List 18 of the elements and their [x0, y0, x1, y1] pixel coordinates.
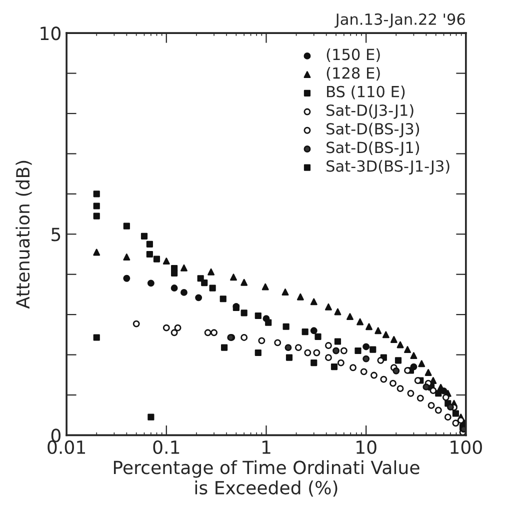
x-tick-label: 10 [356, 440, 376, 454]
y-tick-label: 5 [52, 228, 60, 242]
legend-label: (128 E) [326, 66, 380, 81]
y-axis-title: Attenuation (dB) [16, 160, 32, 309]
x-axis-title: Percentage of Time Ordinati Value is Exceeded (%) [114, 460, 420, 497]
legend-label: (150 E) [326, 48, 380, 62]
y-tick-label: 0 [51, 428, 60, 442]
x-tick-label: 100 [450, 440, 482, 454]
legend-label: Sat-D(J3-J1) [326, 104, 414, 119]
legend-label: BS (110 E) [327, 86, 405, 100]
y-tick-label: 10 [40, 26, 60, 40]
legend-label: Sat-3D(BS-J1-J3) [326, 160, 450, 175]
x-tick-label: 1 [262, 440, 270, 454]
x-tick-label: 0.1 [153, 440, 180, 454]
chart-title: Jan.13-Jan.22 '96 [334, 13, 465, 28]
legend-label: Sat-D(BS-J3) [326, 122, 420, 138]
x-tick-label: 0.01 [48, 440, 85, 454]
legend-label: Sat-D(BS-J1) [326, 141, 420, 156]
